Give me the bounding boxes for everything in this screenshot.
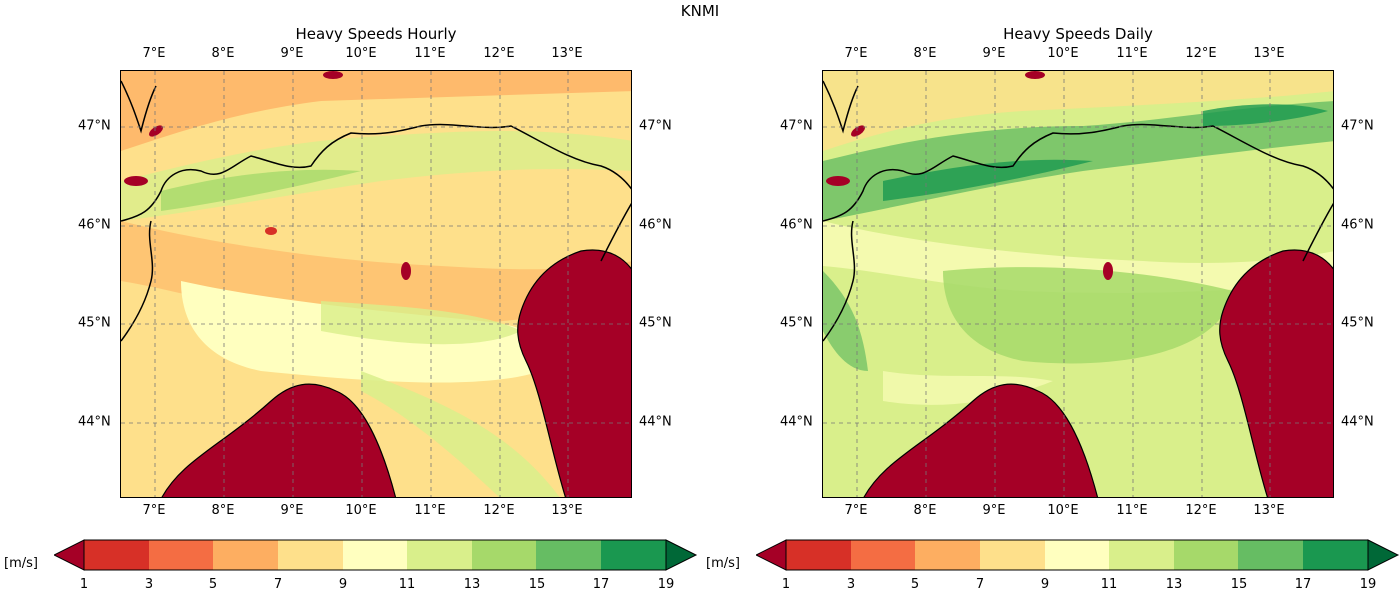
colorbar-unit: [m/s] xyxy=(4,556,38,571)
lat-tick-right: 47°N xyxy=(1341,118,1374,134)
lon-tick-bottom: 13°E xyxy=(551,503,583,518)
colorbar-tick: 9 xyxy=(338,577,348,592)
colorbar-extend-min xyxy=(756,539,787,571)
sea-adriatic xyxy=(1219,250,1333,497)
colorbar-bin xyxy=(1238,540,1303,570)
colorbar-bin xyxy=(786,540,851,570)
suptitle: KNMI xyxy=(680,2,720,20)
colorbar-bin xyxy=(601,540,666,570)
colorbar-tick: 19 xyxy=(1359,577,1377,592)
colorbar-bin xyxy=(343,540,407,570)
lat-tick-right: 46°N xyxy=(1341,217,1374,233)
lat-tick-left: 46°N xyxy=(780,217,813,233)
colorbar-left xyxy=(54,539,698,571)
lat-tick-right: 45°N xyxy=(1341,315,1374,331)
lon-tick-top: 11°E xyxy=(414,46,446,61)
colorbar-extend-min xyxy=(54,539,85,571)
lon-tick-top: 9°E xyxy=(280,46,304,61)
lon-tick-top: 7°E xyxy=(142,46,166,61)
lat-tick-left: 44°N xyxy=(780,414,813,430)
colorbar-tick: 9 xyxy=(1040,577,1050,592)
colorbar-tick: 13 xyxy=(1165,577,1183,592)
colorbar-bin xyxy=(278,540,343,570)
colorbar-bin xyxy=(213,540,278,570)
sea-ligurian xyxy=(864,384,1098,497)
lat-tick-left: 47°N xyxy=(780,118,813,134)
colorbar-tick: 5 xyxy=(910,577,920,592)
colorbar-tick: 7 xyxy=(273,577,283,592)
sea-adriatic xyxy=(517,250,631,497)
colorbar-bin xyxy=(84,540,149,570)
lon-tick-bottom: 8°E xyxy=(913,503,937,518)
lon-tick-top: 12°E xyxy=(483,46,515,61)
colorbar-extend-max xyxy=(1367,539,1400,571)
colorbar-bin xyxy=(149,540,213,570)
lon-tick-top: 10°E xyxy=(1047,46,1079,61)
colorbar-bin xyxy=(472,540,536,570)
colorbar-tick: 17 xyxy=(592,577,610,592)
lat-tick-left: 44°N xyxy=(78,414,111,430)
lon-tick-bottom: 8°E xyxy=(211,503,235,518)
lon-tick-bottom: 7°E xyxy=(844,503,868,518)
colorbar-tick: 7 xyxy=(975,577,985,592)
lon-tick-bottom: 11°E xyxy=(1116,503,1148,518)
colorbar-tick: 15 xyxy=(1230,577,1248,592)
colorbar-bin xyxy=(536,540,601,570)
lat-tick-left: 47°N xyxy=(78,118,111,134)
lat-tick-right: 46°N xyxy=(639,217,672,233)
lat-tick-left: 45°N xyxy=(780,315,813,331)
colorbar-unit: [m/s] xyxy=(706,556,740,571)
lon-tick-bottom: 9°E xyxy=(280,503,304,518)
colorbar-tick: 5 xyxy=(208,577,218,592)
lon-tick-top: 7°E xyxy=(844,46,868,61)
colorbar-bin xyxy=(1109,540,1174,570)
lon-tick-bottom: 10°E xyxy=(345,503,377,518)
colorbar-tick: 1 xyxy=(79,577,89,592)
colorbar-tick: 11 xyxy=(1100,577,1118,592)
lon-tick-top: 12°E xyxy=(1185,46,1217,61)
colorbar-tick: 3 xyxy=(144,577,154,592)
lon-tick-top: 9°E xyxy=(982,46,1006,61)
colorbar-bin xyxy=(980,540,1045,570)
lon-tick-top: 13°E xyxy=(551,46,583,61)
lon-tick-top: 10°E xyxy=(345,46,377,61)
colorbar-bin xyxy=(407,540,472,570)
colorbar-tick: 1 xyxy=(781,577,791,592)
lon-tick-bottom: 11°E xyxy=(414,503,446,518)
colorbar-bin xyxy=(915,540,980,570)
lon-tick-top: 8°E xyxy=(913,46,937,61)
sea-ligurian xyxy=(162,384,396,497)
lon-tick-top: 11°E xyxy=(1116,46,1148,61)
lat-tick-right: 44°N xyxy=(639,414,672,430)
lat-tick-right: 45°N xyxy=(639,315,672,331)
lon-tick-bottom: 7°E xyxy=(142,503,166,518)
panel-title-daily: Heavy Speeds Daily xyxy=(1003,25,1153,43)
lat-tick-left: 45°N xyxy=(78,315,111,331)
colorbar-bin xyxy=(851,540,915,570)
lon-tick-bottom: 12°E xyxy=(1185,503,1217,518)
colorbar-tick: 3 xyxy=(846,577,856,592)
lat-tick-left: 46°N xyxy=(78,217,111,233)
lon-tick-bottom: 13°E xyxy=(1253,503,1285,518)
lon-tick-top: 8°E xyxy=(211,46,235,61)
lon-tick-bottom: 12°E xyxy=(483,503,515,518)
map-hourly xyxy=(120,70,632,498)
colorbar-tick: 19 xyxy=(657,577,675,592)
colorbar-tick: 11 xyxy=(398,577,416,592)
colorbar-tick: 17 xyxy=(1294,577,1312,592)
colorbar-right xyxy=(756,539,1400,571)
colorbar-bin xyxy=(1174,540,1238,570)
lat-tick-right: 47°N xyxy=(639,118,672,134)
lat-tick-right: 44°N xyxy=(1341,414,1374,430)
map-daily xyxy=(822,70,1334,498)
lon-tick-top: 13°E xyxy=(1253,46,1285,61)
lon-tick-bottom: 10°E xyxy=(1047,503,1079,518)
colorbar-extend-max xyxy=(665,539,698,571)
colorbar-tick: 15 xyxy=(528,577,546,592)
colorbar-tick: 13 xyxy=(463,577,481,592)
lon-tick-bottom: 9°E xyxy=(982,503,1006,518)
panel-title-hourly: Heavy Speeds Hourly xyxy=(295,25,457,43)
colorbar-bin xyxy=(1303,540,1368,570)
colorbar-bin xyxy=(1045,540,1109,570)
